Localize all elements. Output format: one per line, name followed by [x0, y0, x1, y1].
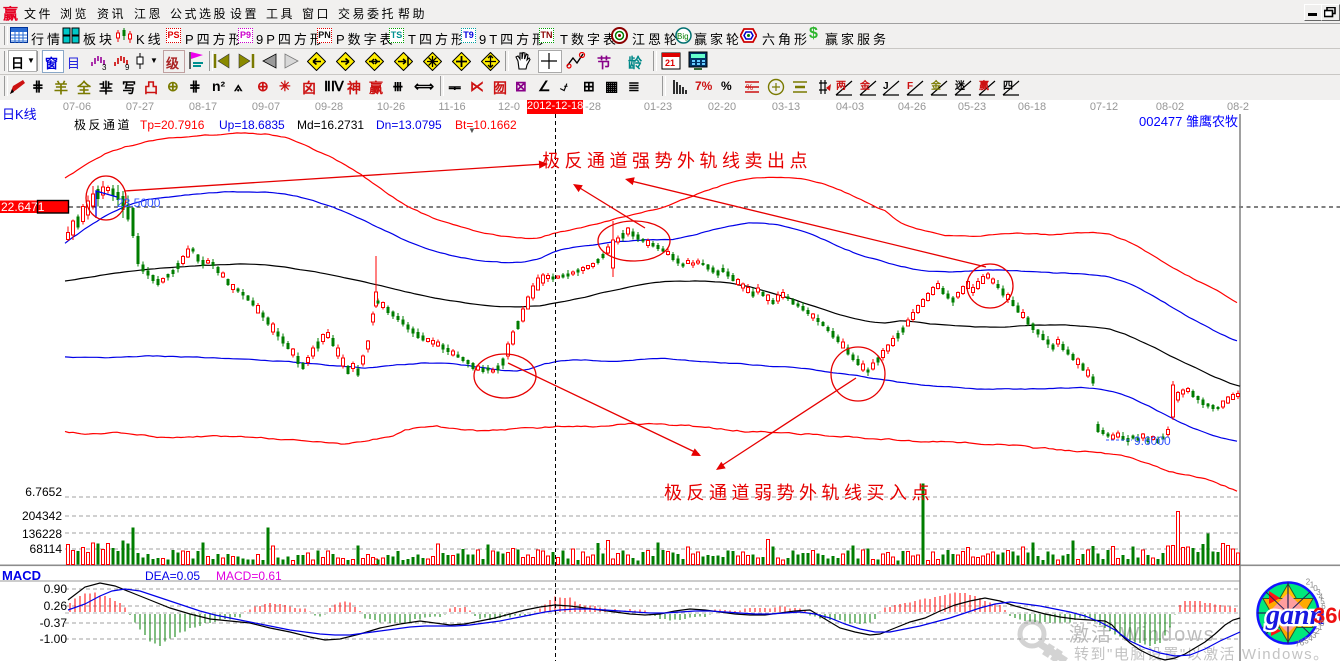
svg-text:金: 金 — [930, 79, 942, 92]
svg-text:0: 0 — [1313, 584, 1318, 593]
svg-text:22.6471: 22.6471 — [1, 200, 45, 214]
svg-text:%: % — [746, 83, 753, 92]
svg-text:0: 0 — [1320, 619, 1325, 628]
svg-text:204342: 204342 — [22, 509, 62, 523]
svg-text:金: 金 — [859, 79, 871, 92]
svg-text:136228: 136228 — [22, 527, 62, 541]
svg-text:DEA=0.05: DEA=0.05 — [145, 569, 200, 583]
svg-text:68114: 68114 — [30, 542, 63, 556]
svg-text:6: 6 — [1321, 602, 1326, 611]
svg-text:4: 4 — [1308, 634, 1313, 643]
svg-text:极反通道: 极反通道 — [74, 118, 132, 132]
svg-text:Dn=13.0795: Dn=13.0795 — [376, 118, 442, 132]
svg-text:J: J — [883, 81, 889, 92]
svg-text:Bt=10.1662: Bt=10.1662 — [455, 118, 517, 132]
svg-text:Tp=20.7916: Tp=20.7916 — [140, 118, 205, 132]
svg-text:9: 9 — [125, 63, 130, 71]
svg-text:gann: gann — [1265, 600, 1325, 631]
svg-text:2: 2 — [1315, 627, 1320, 636]
svg-text:1: 1 — [1318, 623, 1323, 632]
svg-text:▼: ▼ — [468, 126, 476, 135]
svg-text:002477 雏鹰农牧: 002477 雏鹰农牧 — [1139, 114, 1238, 129]
svg-text:Md=16.2731: Md=16.2731 — [297, 118, 364, 132]
svg-text:-0.37: -0.37 — [40, 616, 68, 630]
svg-text:6.7652: 6.7652 — [25, 485, 62, 499]
svg-text:0.26: 0.26 — [44, 599, 68, 613]
svg-text:0.90: 0.90 — [44, 582, 68, 596]
svg-text:9.6000: 9.6000 — [1134, 434, 1171, 448]
svg-text:Big: Big — [677, 32, 689, 41]
svg-text:4: 4 — [1319, 592, 1324, 601]
svg-text:3: 3 — [1316, 588, 1321, 597]
svg-text:赢: 赢 — [979, 79, 989, 92]
svg-text:5: 5 — [1304, 637, 1309, 646]
svg-text:F: F — [907, 81, 913, 92]
svg-text:360: 360 — [1313, 603, 1340, 628]
svg-text:四: 四 — [1003, 80, 1013, 92]
svg-text:Up=18.6835: Up=18.6835 — [219, 118, 285, 132]
svg-text:1: 1 — [1310, 581, 1315, 590]
svg-text:激活 Windows: 激活 Windows — [1069, 623, 1216, 646]
svg-text:两: 两 — [836, 80, 846, 92]
svg-text:MACD=0.61: MACD=0.61 — [216, 569, 282, 583]
svg-text:极反通道弱势外轨线买入点: 极反通道弱势外轨线买入点 — [664, 483, 934, 503]
svg-text:迷: 迷 — [954, 79, 966, 92]
svg-text:-1.00: -1.00 — [40, 632, 68, 646]
svg-text:5: 5 — [1320, 597, 1325, 606]
svg-text:3: 3 — [1312, 631, 1317, 640]
svg-text:2: 2 — [1306, 578, 1311, 587]
svg-text:6: 6 — [1300, 638, 1305, 647]
svg-text:转到"电脑设置"以激活 Windows。: 转到"电脑设置"以激活 Windows。 — [1074, 646, 1330, 661]
svg-text:MACD: MACD — [2, 568, 41, 583]
svg-text:3: 3 — [102, 63, 107, 71]
svg-text:21: 21 — [665, 58, 675, 68]
svg-text:23.5000: 23.5000 — [117, 196, 161, 210]
svg-text:极反通道强势外轨线卖出点: 极反通道强势外轨线卖出点 — [542, 151, 812, 171]
svg-text:7: 7 — [1295, 640, 1300, 649]
